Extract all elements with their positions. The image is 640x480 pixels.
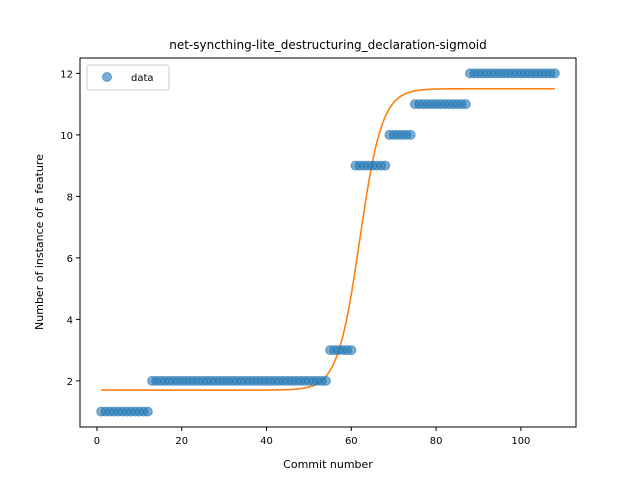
plot-area: 0 20 40 60 80 100 2 4 6 8 10 12 — [60, 57, 577, 447]
y-axis-label: Number of instance of a feature — [33, 154, 46, 330]
data-point — [142, 406, 153, 417]
x-axis: 0 20 40 60 80 100 — [94, 427, 530, 447]
data-point — [320, 375, 331, 386]
data-point — [549, 68, 560, 79]
y-tick-label: 4 — [67, 315, 73, 326]
y-tick-label: 10 — [60, 131, 73, 142]
x-axis-label: Commit number — [283, 458, 373, 471]
x-tick-label: 60 — [345, 436, 358, 447]
x-tick-label: 0 — [94, 436, 100, 447]
y-tick-label: 2 — [67, 377, 73, 388]
x-tick-label: 40 — [260, 436, 273, 447]
data-points-group — [96, 68, 560, 417]
legend-label-data: data — [131, 73, 154, 84]
legend-marker-data — [102, 72, 112, 82]
y-axis: 2 4 6 8 10 12 — [60, 69, 80, 388]
axes-frame — [79, 57, 577, 428]
data-point — [460, 99, 471, 110]
y-tick-label: 6 — [67, 254, 73, 265]
sigmoid-fit-line — [101, 87, 555, 391]
legend-box — [86, 64, 170, 91]
y-tick-label: 8 — [67, 192, 73, 203]
chart-title: net-syncthing-lite_destructuring_declara… — [169, 38, 487, 52]
x-tick-label: 100 — [511, 436, 530, 447]
sigmoid-fit-line-group — [101, 87, 555, 391]
y-tick-label: 12 — [60, 69, 73, 80]
legend: data — [86, 64, 170, 91]
data-point — [346, 345, 357, 356]
data-point — [405, 129, 416, 140]
x-tick-label: 80 — [430, 436, 443, 447]
data-point — [380, 160, 391, 171]
x-tick-label: 20 — [175, 436, 188, 447]
